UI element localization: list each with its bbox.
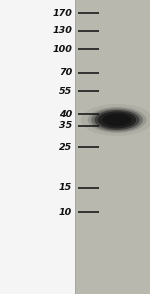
- Text: 35: 35: [59, 121, 72, 130]
- Text: 170: 170: [52, 9, 72, 18]
- Ellipse shape: [94, 110, 140, 130]
- Ellipse shape: [81, 104, 150, 136]
- Text: 130: 130: [52, 26, 72, 35]
- Ellipse shape: [98, 111, 136, 128]
- Ellipse shape: [102, 113, 132, 126]
- Bar: [0, 0, 75, 294]
- Text: 55: 55: [59, 87, 72, 96]
- Text: 15: 15: [59, 183, 72, 192]
- Ellipse shape: [107, 116, 127, 124]
- Text: 100: 100: [52, 45, 72, 54]
- Text: 25: 25: [59, 143, 72, 151]
- Bar: [75, 0, 150, 294]
- Text: 10: 10: [59, 208, 72, 217]
- Text: 40: 40: [59, 110, 72, 118]
- Ellipse shape: [88, 107, 146, 133]
- Ellipse shape: [91, 108, 143, 131]
- Text: 70: 70: [59, 69, 72, 77]
